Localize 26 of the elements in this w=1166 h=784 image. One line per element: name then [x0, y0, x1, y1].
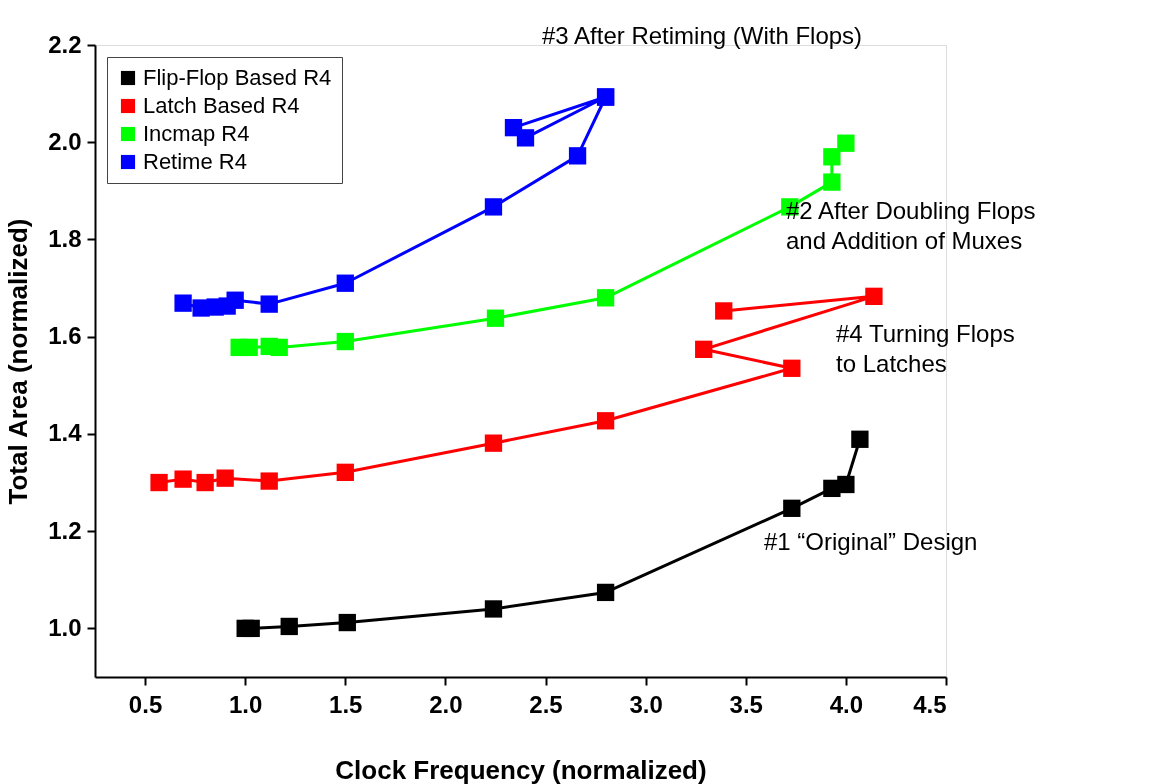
y-tick-label: 1.8 — [48, 224, 82, 252]
legend-label: Incmap R4 — [143, 121, 250, 146]
annotation: #1 “Original” Design — [764, 528, 978, 555]
y-tick-label: 2.0 — [48, 127, 82, 155]
legend-label: Flip-Flop Based R4 — [143, 65, 332, 90]
x-tick-label: 4.0 — [829, 690, 864, 718]
legend-label: Retime R4 — [143, 149, 247, 174]
x-tick-label: 0.5 — [128, 690, 163, 718]
x-tick-label: 2.0 — [429, 690, 463, 718]
legend-label: Latch Based R4 — [143, 93, 300, 118]
y-tick-label: 1.0 — [48, 613, 82, 641]
x-tick-label: 3.0 — [629, 690, 663, 718]
x-tick-label: 1.0 — [228, 690, 263, 718]
x-tick-label: 2.5 — [529, 690, 563, 718]
y-tick-label: 1.4 — [48, 419, 83, 447]
y-tick-label: 2.2 — [48, 30, 82, 58]
x-tick-label: 1.5 — [329, 690, 363, 718]
y-tick-label: 1.6 — [48, 322, 82, 350]
x-axis-title: Clock Frequency (normalized) — [335, 754, 707, 784]
annotation: #4 Turning Flops to Latches — [836, 320, 1015, 377]
annotation: #2 After Doubling Flops and Addition of Muxes — [786, 197, 1036, 254]
annotation: #3 After Retiming (With Flops) — [542, 22, 863, 49]
y-tick-label: 1.2 — [48, 516, 82, 544]
x-tick-label: 4.5 — [913, 690, 947, 718]
y-axis-title: Total Area (normalized) — [3, 218, 34, 505]
x-tick-label: 3.5 — [729, 690, 763, 718]
